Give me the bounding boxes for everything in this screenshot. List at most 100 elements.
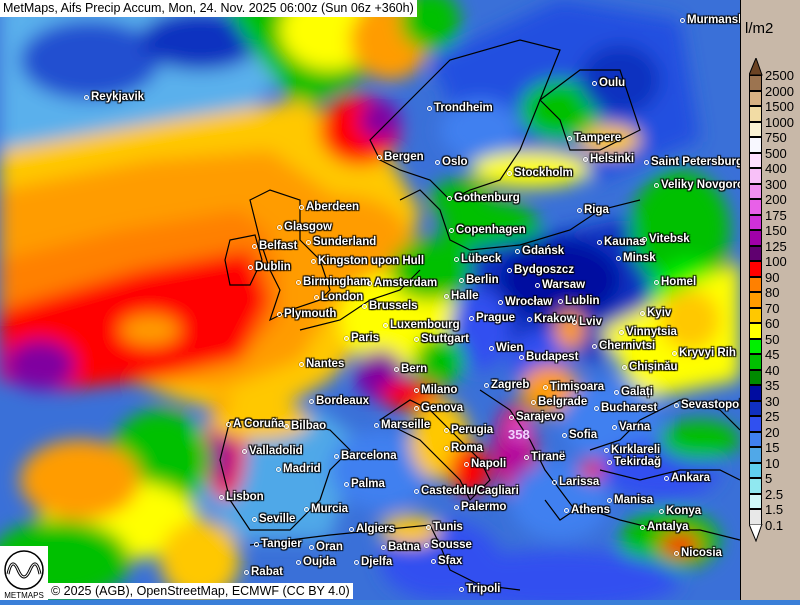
attribution-footer: © 2025 (AGB), OpenStreetMap, ECMWF (CC B… bbox=[48, 583, 353, 599]
legend-swatch bbox=[749, 493, 762, 509]
legend-label: 80 bbox=[765, 285, 780, 300]
legend-swatch bbox=[749, 447, 762, 463]
city-label: Reykjavik bbox=[84, 91, 144, 104]
city-label: Nicosia bbox=[674, 547, 722, 560]
city-label: Aberdeen bbox=[299, 201, 359, 214]
legend-swatch bbox=[749, 183, 762, 199]
city-label: Homel bbox=[654, 276, 696, 289]
city-label: Konya bbox=[659, 505, 701, 518]
city-label: Kırklareli bbox=[604, 444, 660, 457]
precipitation-map[interactable]: 358 Murmansk Reykjavik Oulu Trondheim Tamper… bbox=[0, 0, 740, 600]
city-label: Sarajevo bbox=[509, 411, 564, 424]
city-label: Galați bbox=[614, 386, 653, 399]
city-label: Lisbon bbox=[219, 491, 264, 504]
legend-swatch bbox=[749, 75, 762, 91]
city-label: Luxembourg bbox=[383, 319, 460, 332]
city-label: Dublin bbox=[248, 261, 291, 274]
city-label: Tampere bbox=[567, 132, 621, 145]
legend-swatch bbox=[749, 230, 762, 246]
city-label: Timișoara bbox=[543, 381, 604, 394]
map-title: MetMaps, Aifs Precip Accum, Mon, 24. Nov… bbox=[0, 0, 417, 17]
city-label: Murmansk bbox=[680, 14, 740, 27]
legend-label: 2.5 bbox=[765, 486, 784, 502]
city-label: Copenhagen bbox=[449, 224, 526, 237]
city-label: Veliky Novgorod bbox=[654, 179, 740, 192]
city-label: Plymouth bbox=[277, 308, 336, 321]
legend-label: 1500 bbox=[765, 99, 794, 114]
precipitation-field bbox=[0, 0, 740, 600]
legend-label: 150 bbox=[765, 223, 787, 238]
legend-swatch bbox=[749, 431, 762, 447]
legend-swatch bbox=[749, 121, 762, 137]
city-label: Oulu bbox=[592, 77, 625, 90]
legend-swatch bbox=[749, 323, 762, 339]
legend-label: 90 bbox=[765, 269, 780, 285]
city-label: Oslo bbox=[435, 156, 468, 169]
city-label: Trondheim bbox=[427, 102, 493, 115]
legend-label: 30 bbox=[765, 393, 780, 409]
legend-swatch bbox=[749, 199, 762, 215]
legend-label: 60 bbox=[765, 316, 780, 331]
city-label: Bydgoszcz bbox=[507, 264, 574, 277]
city-label: Casteddu/Cagliari bbox=[414, 485, 519, 498]
city-label: Stockholm bbox=[507, 167, 573, 180]
city-label: Lviv bbox=[572, 316, 602, 329]
city-label: Budapest bbox=[519, 351, 578, 364]
city-label: Tripoli bbox=[459, 583, 501, 596]
city-label: Sunderland bbox=[306, 236, 376, 249]
city-label: Sfax bbox=[431, 555, 462, 568]
city-label: Warsaw bbox=[535, 279, 585, 292]
legend-swatch bbox=[749, 137, 762, 153]
city-label: Larissa bbox=[552, 476, 599, 489]
legend-label: 15 bbox=[765, 440, 780, 455]
legend-label: 10 bbox=[765, 455, 780, 471]
city-label: Bern bbox=[394, 363, 427, 376]
city-label: Gothenburg bbox=[447, 192, 520, 205]
legend-label: 1.5 bbox=[765, 502, 784, 517]
legend-top-arrow-icon bbox=[749, 58, 763, 76]
legend-swatch bbox=[749, 152, 762, 168]
legend-label: 70 bbox=[765, 300, 780, 316]
legend-swatch bbox=[749, 106, 762, 122]
city-label: Riga bbox=[577, 204, 609, 217]
city-label: A Coruña bbox=[226, 418, 284, 431]
city-label: Kyiv bbox=[640, 307, 671, 320]
city-label: Bilbao bbox=[284, 420, 326, 433]
legend-unit: l/m2 bbox=[745, 20, 774, 37]
city-label: Zagreb bbox=[484, 379, 529, 392]
city-label: Brussels bbox=[362, 300, 418, 313]
city-label: Stuttgart bbox=[414, 333, 469, 346]
city-label: Madrid bbox=[276, 463, 321, 476]
city-label: Djelfa bbox=[354, 556, 392, 569]
legend-label: 400 bbox=[765, 161, 787, 176]
legend-swatch bbox=[749, 509, 762, 525]
legend-label: 1000 bbox=[765, 114, 794, 130]
city-label: Tangier bbox=[254, 538, 302, 551]
legend-label: 5 bbox=[765, 471, 773, 486]
city-label: Kingston upon Hull bbox=[311, 255, 424, 268]
city-label: Manisa bbox=[607, 494, 653, 507]
metmaps-logo[interactable]: METMAPS bbox=[0, 546, 48, 600]
city-label: Minsk bbox=[616, 252, 656, 265]
city-label: Algiers bbox=[349, 523, 395, 536]
legend-label: 175 bbox=[765, 207, 787, 223]
city-label: Palermo bbox=[454, 501, 506, 514]
city-label: Valladolid bbox=[242, 445, 303, 458]
legend-label: 100 bbox=[765, 254, 787, 269]
legend-label: 2000 bbox=[765, 83, 794, 99]
city-label: Paris bbox=[344, 332, 379, 345]
city-label: Gdańsk bbox=[515, 245, 564, 258]
legend-label: 500 bbox=[765, 145, 787, 161]
legend-label: 20 bbox=[765, 424, 780, 440]
city-label: Belgrade bbox=[531, 396, 587, 409]
city-label: Glasgow bbox=[277, 221, 332, 234]
city-label: Chernivtsi bbox=[592, 340, 655, 353]
legend-label: 25 bbox=[765, 409, 780, 424]
city-label: Athens bbox=[564, 504, 610, 517]
legend-swatch bbox=[749, 214, 762, 230]
city-label: Palma bbox=[344, 478, 385, 491]
legend-swatch bbox=[749, 338, 762, 354]
city-label: Helsinki bbox=[583, 153, 634, 166]
city-label: Halle bbox=[444, 290, 479, 303]
city-label: Seville bbox=[252, 513, 295, 526]
